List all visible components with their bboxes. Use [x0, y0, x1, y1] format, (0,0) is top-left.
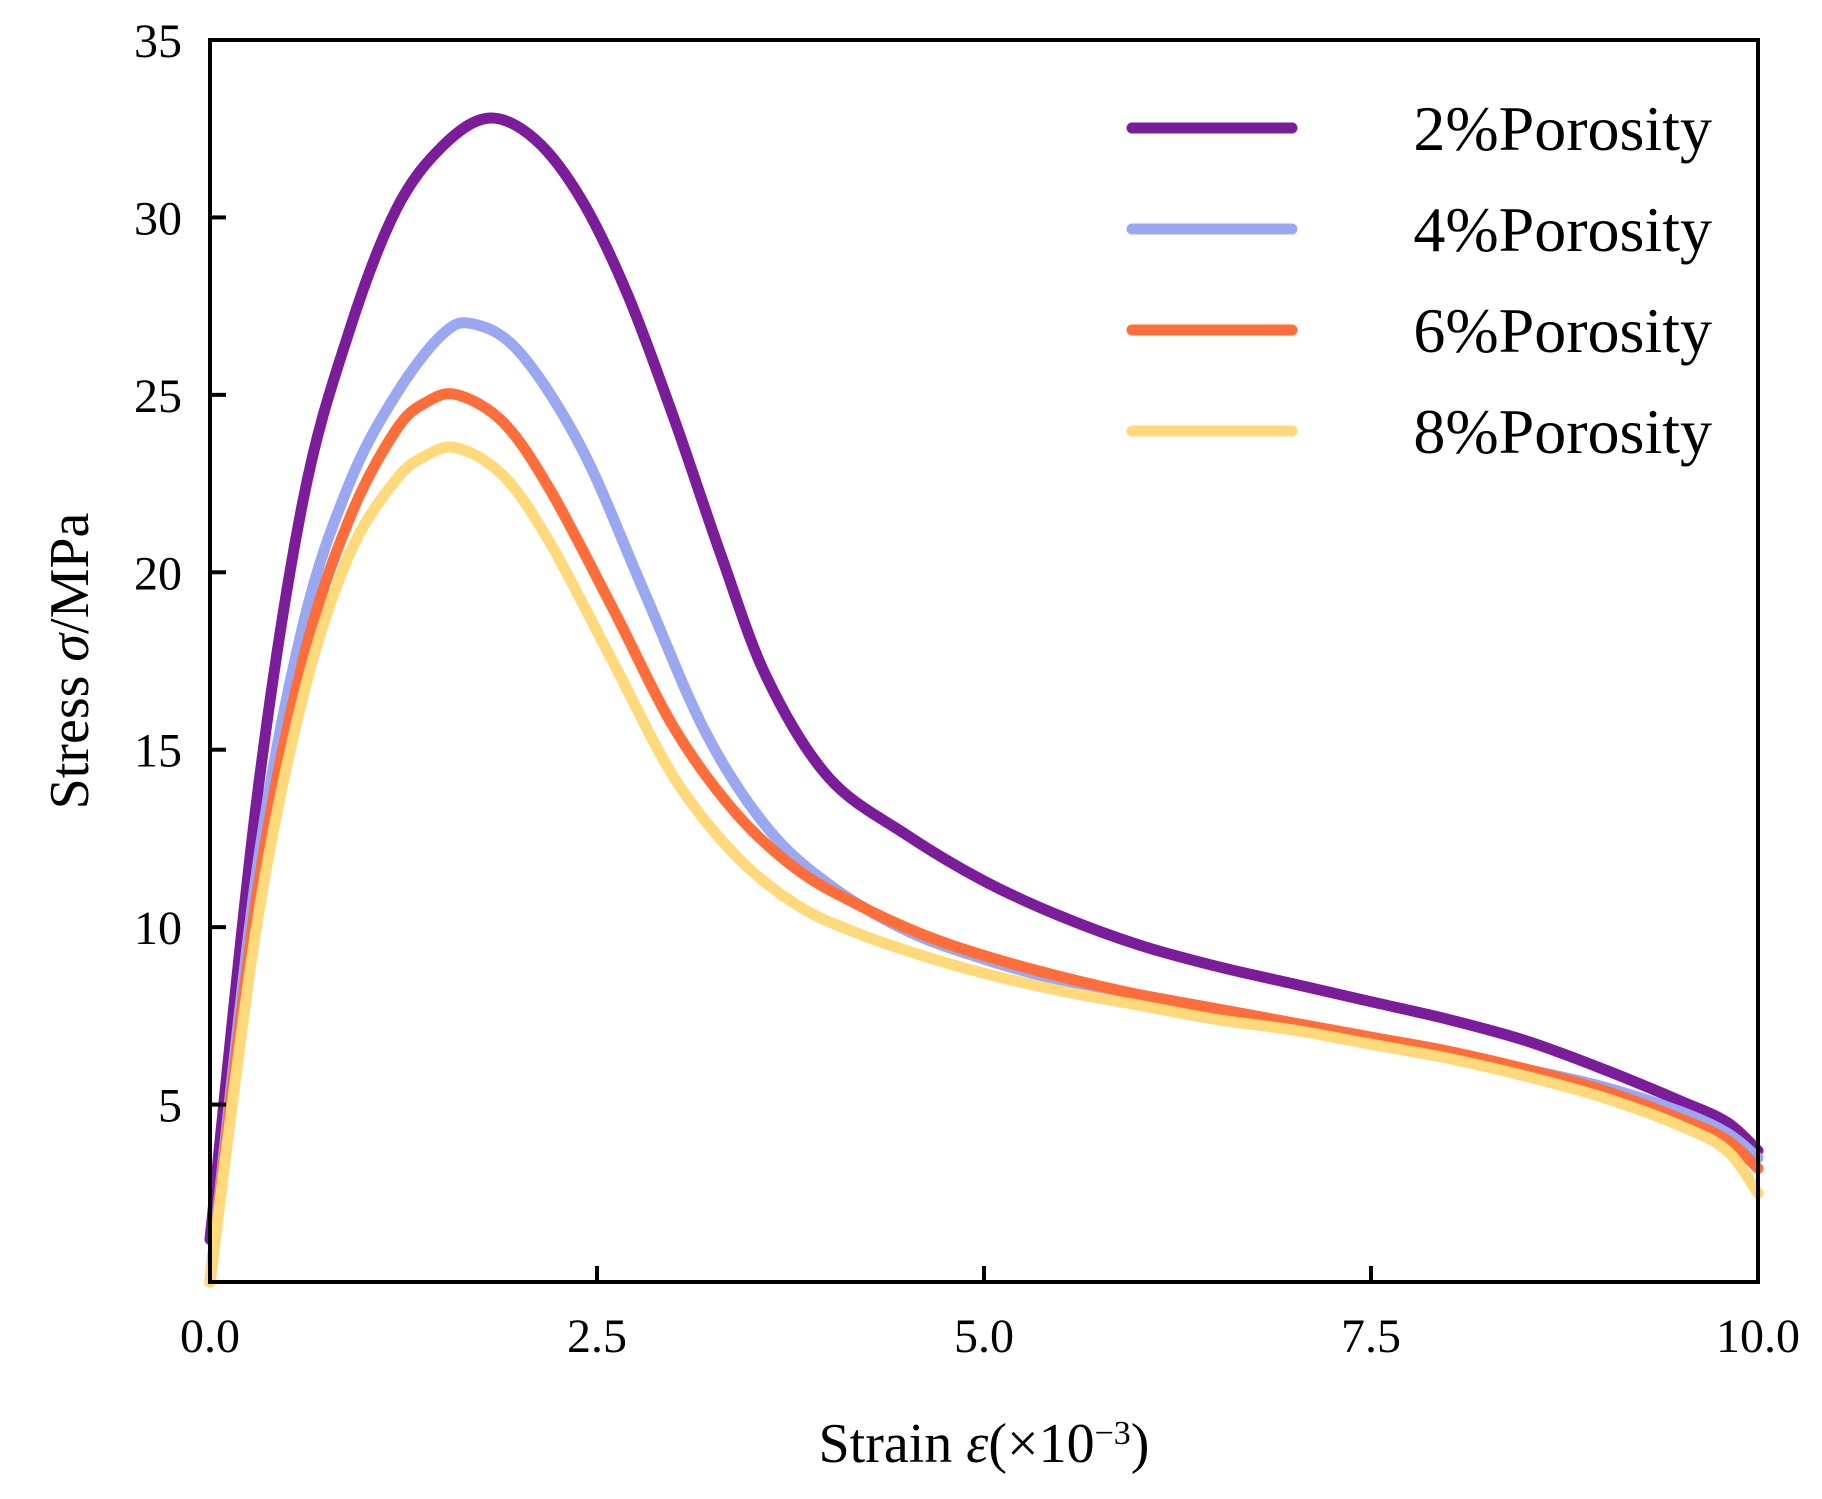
y-tick-label: 35: [134, 15, 182, 68]
legend-label-2: 4%Porosity: [1413, 194, 1712, 265]
x-axis-title-main: Strain: [819, 1413, 967, 1475]
legend-label-4: 8%Porosity: [1413, 396, 1712, 467]
legend-label-1: 2%Porosity: [1413, 93, 1712, 164]
x-axis-title-open: (×10: [988, 1413, 1094, 1475]
x-tick-label: 7.5: [1341, 1310, 1401, 1363]
series-line-4: [204, 441, 1764, 1288]
y-tick-label: 25: [134, 370, 182, 423]
y-tick-label: 15: [134, 725, 182, 778]
y-axis-ticks: 5 10 15 20 25 30 35: [134, 15, 226, 1133]
x-axis-title: Strain ε(×10−3): [819, 1413, 1150, 1475]
x-tick-label: 5.0: [954, 1310, 1014, 1363]
y-axis-title-symbol: σ: [39, 632, 101, 662]
series-line-1: [204, 112, 1764, 1245]
y-tick-label: 30: [134, 192, 182, 245]
plot-lines: [204, 112, 1764, 1288]
x-axis-ticks: 0.0 2.5 5.0 7.5 10.0: [180, 1266, 1800, 1363]
y-axis-title: Stress σ/MPa: [39, 512, 101, 809]
y-tick-label: 5: [158, 1080, 182, 1133]
legend: 2%Porosity 4%Porosity 6%Porosity 8%Porosity: [1126, 93, 1712, 467]
x-tick-label: 10.0: [1716, 1310, 1800, 1363]
y-axis-title-unit: /MPa: [39, 512, 101, 633]
x-tick-label: 2.5: [567, 1310, 627, 1363]
x-axis-title-symbol: ε: [966, 1413, 989, 1475]
legend-label-3: 6%Porosity: [1413, 295, 1712, 366]
y-tick-label: 10: [134, 902, 182, 955]
y-axis-title-main: Stress: [39, 662, 101, 810]
x-axis-title-close: ): [1131, 1413, 1150, 1475]
x-tick-label: 0.0: [180, 1310, 240, 1363]
series-line-3: [204, 388, 1764, 1288]
x-axis-title-exponent: −3: [1095, 1415, 1131, 1452]
y-tick-label: 20: [134, 547, 182, 600]
